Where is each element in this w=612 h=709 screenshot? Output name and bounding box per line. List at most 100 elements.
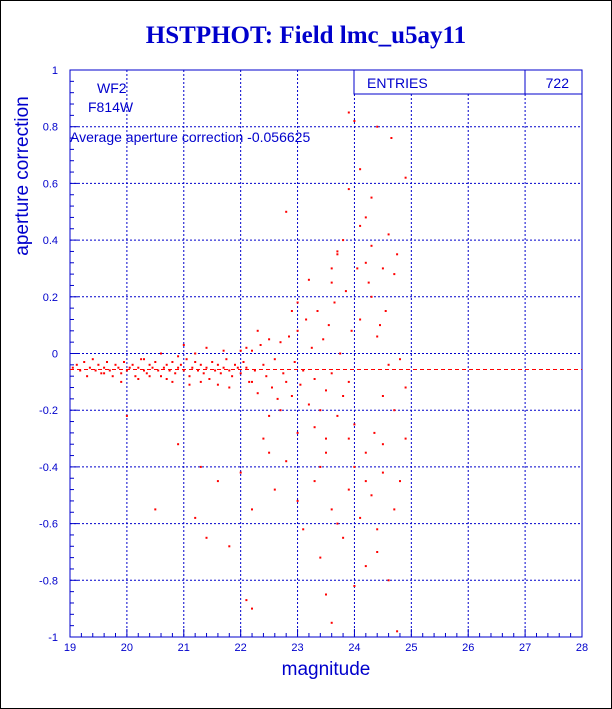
data-point [359,318,362,321]
data-point [75,363,78,366]
data-point [404,437,407,440]
data-point [242,361,245,363]
data-point [364,216,367,219]
x-tick-label: 21 [178,642,190,654]
data-point [228,369,231,372]
data-point [165,363,168,366]
data-point [188,383,191,386]
data-point [134,375,137,378]
data-point [381,471,384,474]
data-point [296,329,299,332]
data-point [262,437,265,440]
y-tick-label: -0.4 [39,462,58,474]
data-point [191,366,194,369]
data-point [271,386,273,389]
data-point [319,556,322,559]
data-point [370,295,373,298]
data-point [313,480,316,483]
data-point [370,244,373,247]
data-point [330,267,333,270]
data-point [157,369,160,372]
data-point [390,137,393,139]
data-point [125,414,128,417]
data-point [319,465,322,468]
data-point [302,369,305,372]
stats-entries-label: ENTRIES [367,75,428,91]
y-tick-label: 0.8 [43,122,58,134]
data-point [245,599,248,602]
y-tick-label: -0.2 [39,405,58,417]
data-point [143,369,145,372]
data-point [327,324,330,327]
stats-box [353,69,583,95]
axis-ticks [69,69,583,638]
data-point [148,363,151,366]
data-point [347,111,350,114]
data-point [325,593,327,596]
data-point [290,310,293,312]
data-point [393,508,396,511]
data-point [128,366,131,369]
data-point [353,120,356,122]
data-point [202,372,205,375]
data-point [350,329,353,332]
data-point [165,378,168,380]
data-point [194,361,197,363]
data-point [205,536,208,539]
x-tick-label: 25 [405,642,417,654]
data-point [171,380,174,383]
data-point [179,363,182,366]
data-point [205,366,208,369]
data-point [103,366,106,369]
data-point [330,621,333,624]
data-point [199,380,202,383]
data-point [177,443,180,446]
data-point [205,346,208,349]
data-point [370,196,373,199]
data-point [137,378,140,380]
data-point [299,383,302,386]
data-point [251,607,253,610]
data-point [364,451,367,454]
data-point [219,372,222,375]
data-point [288,335,290,338]
data-point [182,369,185,372]
y-axis-label: aperture correction [12,96,33,255]
data-point [245,346,248,349]
data-point [347,437,350,440]
data-point [285,380,288,383]
data-point [364,480,367,483]
data-point [290,395,293,397]
data-point [396,630,399,633]
x-tick-label: 22 [235,642,247,654]
data-point [393,273,396,276]
data-point [336,522,339,525]
x-tick-labels: 19 20 21 22 23 24 25 26 27 28 [64,642,588,654]
data-point [364,261,367,264]
data-point [79,369,82,372]
data-point [123,361,125,363]
data-point [160,375,162,378]
data-point [293,361,296,363]
data-point [325,451,327,454]
data-point [194,516,197,519]
data-point [120,380,123,383]
y-tick-label: -0.6 [39,519,58,531]
data-point [379,324,381,327]
data-point [248,380,251,383]
data-point [262,363,265,366]
data-point [325,437,327,440]
data-points [71,111,407,633]
data-point [376,125,379,128]
y-tick-label: 0 [52,349,58,361]
data-point [154,508,157,511]
data-point [302,528,305,531]
data-point [344,290,347,293]
chip-label: WF2 [97,80,127,96]
data-point [171,361,174,363]
data-point [214,369,217,372]
data-point [83,361,86,363]
data-point [97,363,100,366]
data-point [188,375,191,378]
data-point [279,341,282,344]
